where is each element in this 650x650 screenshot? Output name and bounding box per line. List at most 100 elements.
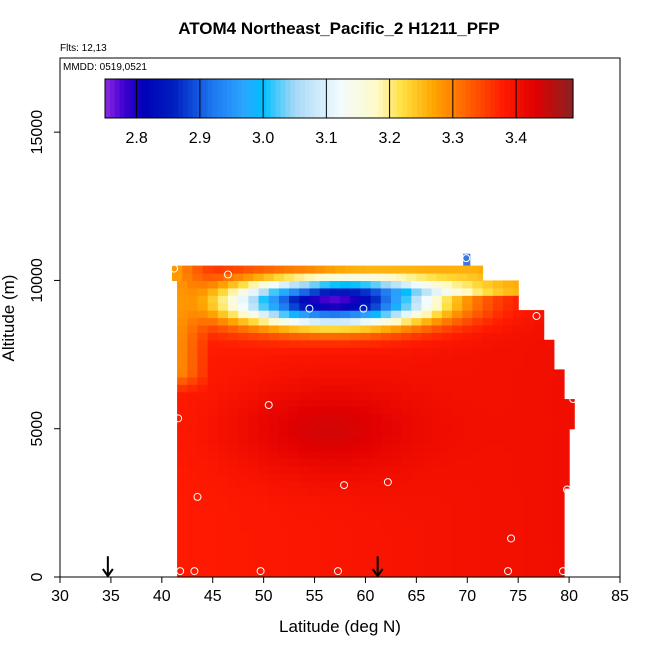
heatmap-cell: [513, 488, 524, 497]
heatmap-cell: [390, 458, 402, 467]
heatmap-cell: [248, 480, 260, 489]
heatmap-cell: [197, 473, 209, 482]
heatmap-cell: [329, 347, 341, 356]
colorbar-swatch: [168, 79, 174, 118]
heatmap-cell: [553, 458, 565, 467]
heatmap-cell: [187, 510, 199, 519]
heatmap-cell: [187, 413, 199, 422]
heatmap-cell: [197, 391, 209, 400]
heatmap-cell: [238, 532, 249, 541]
colorbar: 2.8 2.9 3.0 3.1 3.2 3.3 3.4: [104, 78, 574, 147]
heatmap-cell: [452, 480, 463, 489]
heatmap-cell: [182, 273, 193, 282]
heatmap-cell: [370, 539, 382, 548]
heatmap-cell: [319, 332, 331, 341]
heatmap-cell: [411, 488, 423, 497]
heatmap-cell: [197, 480, 209, 489]
heatmap-cell: [197, 369, 209, 378]
flight-marker-arrowhead: [102, 568, 114, 578]
heatmap-cell: [513, 354, 524, 363]
heatmap-cell: [340, 324, 351, 333]
heatmap-cell: [273, 265, 285, 274]
heatmap-cell: [329, 532, 341, 541]
heatmap-cell: [309, 302, 321, 311]
heatmap-cell: [222, 265, 234, 274]
heatmap-cell: [502, 488, 514, 497]
heatmap-cell: [502, 317, 514, 326]
heatmap-cell: [421, 532, 433, 541]
heatmap-cell: [441, 510, 453, 519]
heatmap-cell: [187, 443, 199, 452]
heatmap-cell: [472, 473, 484, 482]
heatmap-cell: [177, 510, 188, 519]
heatmap-cell: [299, 562, 311, 571]
heatmap-cell: [217, 295, 229, 304]
heatmap-cell: [396, 273, 407, 282]
heatmap-cell: [187, 310, 199, 319]
sample-point: [359, 304, 368, 313]
heatmap-cell: [278, 406, 290, 415]
heatmap-cell: [472, 517, 484, 526]
heatmap-cell: [319, 339, 331, 348]
heatmap-cell: [513, 532, 524, 541]
heatmap-cell: [523, 495, 535, 504]
heatmap-cell: [533, 339, 545, 348]
heatmap-cell: [268, 287, 280, 296]
heatmap-cell: [289, 480, 300, 489]
heatmap-cell: [278, 517, 290, 526]
heatmap-cell: [207, 324, 219, 333]
heatmap-cell: [177, 562, 188, 571]
heatmap-cell: [248, 376, 260, 385]
heatmap-cell: [340, 413, 351, 422]
heatmap-cell: [360, 517, 372, 526]
heatmap-cell: [299, 421, 311, 430]
heatmap-cell: [513, 399, 524, 408]
x-axis-label: Latitude (deg N): [279, 617, 401, 636]
heatmap-cell: [197, 525, 209, 534]
heatmap-cell: [360, 384, 372, 393]
colorbar-swatch: [275, 79, 282, 118]
heatmap-cell: [492, 532, 504, 541]
heatmap-cell: [421, 421, 433, 430]
heatmap-cell: [217, 376, 229, 385]
colorbar-swatch: [158, 79, 165, 118]
heatmap-cell: [553, 510, 565, 519]
heatmap-cell: [452, 317, 463, 326]
heatmap-cell: [258, 391, 270, 400]
heatmap-cell: [350, 525, 361, 534]
heatmap-cell: [319, 295, 331, 304]
heatmap-cell: [319, 532, 331, 541]
heatmap-cell: [299, 428, 311, 437]
heatmap-cell: [513, 287, 519, 296]
heatmap-cell: [452, 347, 463, 356]
heatmap-cell: [421, 480, 433, 489]
colorbar-swatch: [499, 79, 506, 118]
heatmap-cell: [472, 339, 484, 348]
heatmap-cell: [278, 376, 290, 385]
heatmap-cell: [431, 376, 443, 385]
heatmap-cell: [452, 502, 463, 511]
heatmap-cell: [401, 413, 412, 422]
heatmap-cell: [340, 525, 351, 534]
heatmap-cell: [360, 280, 372, 289]
heatmap-cell: [482, 502, 494, 511]
heatmap-cell: [248, 450, 260, 459]
heatmap-cell: [467, 265, 479, 274]
heatmap-cell: [513, 436, 524, 445]
heatmap-cell: [309, 532, 321, 541]
heatmap-cell: [228, 562, 239, 571]
heatmap-cell: [289, 347, 300, 356]
heatmap-cell: [299, 413, 311, 422]
heatmap-cell: [289, 443, 300, 452]
heatmap-cell: [401, 443, 412, 452]
heatmap-cell: [390, 295, 402, 304]
heatmap-cell: [523, 399, 535, 408]
heatmap-cell: [390, 450, 402, 459]
heatmap-cell: [492, 324, 504, 333]
heatmap-cell: [268, 465, 280, 474]
heatmap-cell: [197, 361, 209, 370]
heatmap-cell: [441, 287, 453, 296]
heatmap-cell: [187, 287, 199, 296]
heatmap-cell: [177, 384, 188, 393]
heatmap-cell: [299, 280, 311, 289]
